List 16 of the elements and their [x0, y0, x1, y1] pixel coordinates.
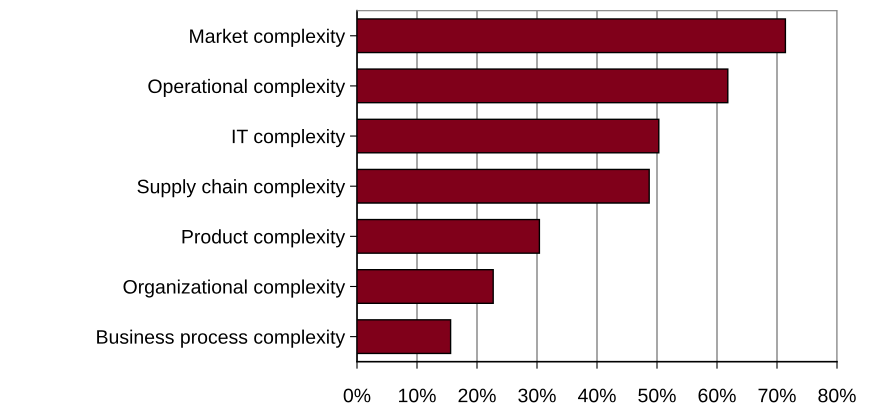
x-tick-label: 0%	[344, 388, 370, 402]
x-tick-label: 80%	[818, 388, 856, 402]
y-tick-label: Business process complexity	[97, 330, 346, 348]
y-tick-label: Supply chain complexity	[137, 179, 346, 198]
y-tick-label: Operational complexity	[148, 78, 346, 97]
y-tick-label: Organizational complexity	[123, 279, 346, 298]
x-tick-label: 10%	[399, 388, 436, 402]
x-tick-label: 30%	[518, 388, 556, 402]
x-tick-label: 60%	[698, 388, 736, 402]
y-tick-label: Market complexity	[190, 28, 346, 47]
y-tick-label: IT complexity	[232, 129, 346, 148]
x-tick-label: 40%	[578, 388, 616, 402]
x-tick-label: 70%	[758, 388, 796, 402]
x-tick-label: 20%	[458, 388, 496, 402]
x-tick-label: 50%	[638, 388, 676, 402]
y-tick-label: Product complexity	[182, 229, 346, 248]
